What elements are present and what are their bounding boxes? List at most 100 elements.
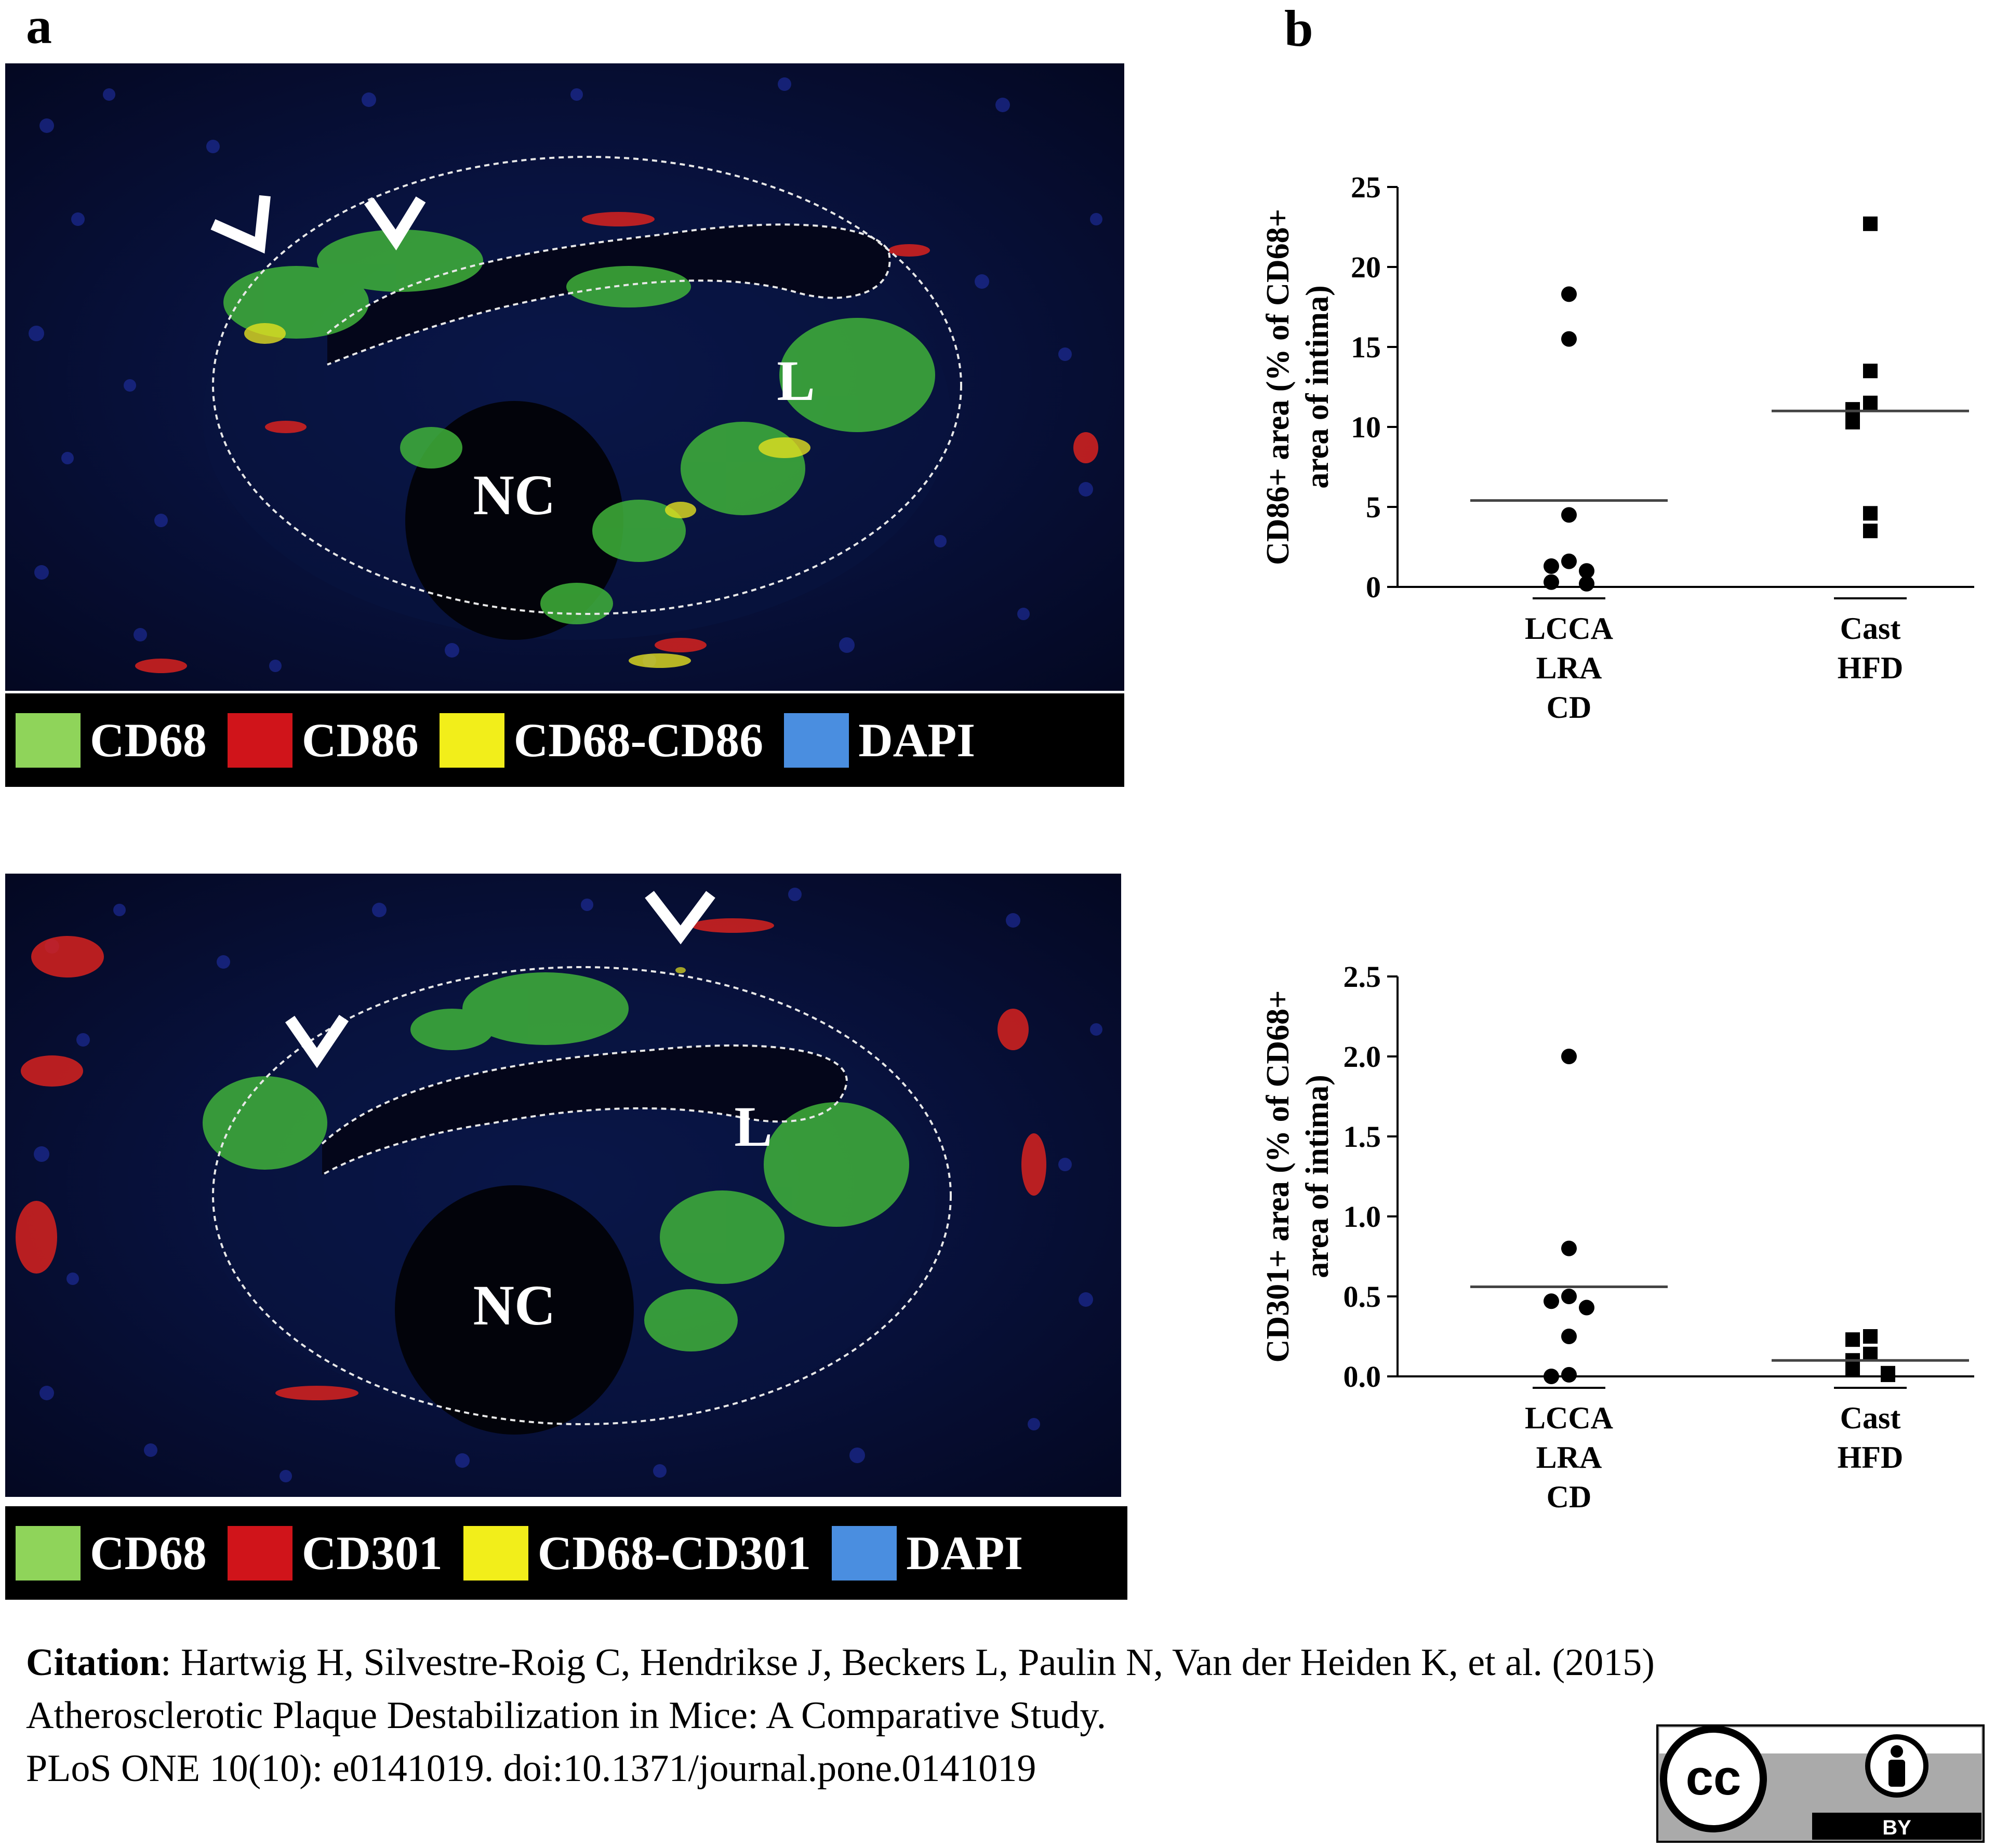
lumen-outline	[326, 223, 891, 366]
y-tick-label: 1.0	[1344, 1200, 1381, 1234]
citation-authors: : Hartwig H, Silvestre-Roig C, Hendrikse…	[161, 1641, 1655, 1684]
y-tick-label: 0	[1366, 570, 1381, 604]
citation-title: Atherosclerotic Plaque Destabilization i…	[26, 1694, 1107, 1737]
legend-swatch	[832, 1525, 897, 1581]
data-point	[1544, 1369, 1559, 1384]
data-point	[1863, 506, 1878, 521]
data-point	[1845, 1362, 1860, 1377]
citation: Citation: Hartwig H, Silvestre-Roig C, H…	[26, 1636, 1688, 1795]
y-tick-label: 5	[1366, 490, 1381, 524]
data-point	[1544, 558, 1559, 574]
y-tick-label: 10	[1351, 410, 1381, 444]
data-point	[1561, 286, 1577, 302]
legend-swatch	[439, 713, 504, 768]
dapi-nuclei-texture	[29, 77, 1102, 672]
legend-item: CD86	[227, 713, 419, 768]
data-point	[1845, 1332, 1860, 1347]
y-axis-label-line: CD301+ area (% of CD68+	[1260, 990, 1296, 1363]
y-axis-label-line: area of intima)	[1300, 1075, 1335, 1278]
legend-swatch	[16, 1525, 81, 1581]
legend-label: DAPI	[906, 1526, 1023, 1579]
legend-swatch	[784, 713, 849, 768]
cc-by-license-badge: cc BY	[1656, 1724, 1985, 1843]
data-point	[1863, 524, 1878, 539]
data-point	[1863, 395, 1878, 410]
data-point	[1845, 402, 1860, 417]
micrograph-legend: CD68 CD301 CD68-CD301 DAPI	[5, 1506, 1127, 1600]
citation-authors-line: Citation: Hartwig H, Silvestre-Roig C, H…	[26, 1636, 1688, 1689]
x-category-label: CD	[1547, 1480, 1592, 1514]
legend-swatch	[16, 713, 81, 768]
legend-label: CD68	[90, 714, 207, 767]
cc-text: cc	[1686, 1750, 1741, 1805]
y-axis-label: CD86+ area (% of CD68+ area of intima)	[1260, 209, 1335, 565]
arrowhead-marker	[285, 1014, 349, 1068]
x-category-label: HFD	[1838, 651, 1904, 685]
y-axis-label: CD301+ area (% of CD68+ area of intima)	[1260, 990, 1335, 1363]
data-point	[1863, 1329, 1878, 1344]
micrograph-legend: CD68 CD86 CD68-CD86 DAPI	[5, 693, 1124, 787]
lumen-label: L	[734, 1095, 772, 1158]
y-tick-label: 15	[1351, 330, 1381, 364]
x-category-label: LRA	[1536, 1440, 1602, 1475]
data-point	[1863, 216, 1878, 231]
legend-swatch	[227, 713, 292, 768]
x-category-label: HFD	[1838, 1440, 1904, 1475]
data-point	[1845, 414, 1860, 430]
panel-b-label: b	[1284, 0, 1313, 57]
legend-item: CD301	[227, 1525, 443, 1581]
x-category-label: CD	[1547, 690, 1592, 725]
legend-label: CD301	[301, 1526, 443, 1579]
data-point	[1881, 1367, 1895, 1382]
data-point	[1579, 1300, 1594, 1316]
legend-swatch	[463, 1525, 528, 1581]
data-point	[1561, 1049, 1577, 1064]
cd301-scatter-chart: 0.0 0.5 1.0 1.5 2.0 2.5 CD301+ area (% of CD68…	[1260, 960, 1974, 1514]
arrowhead-marker	[645, 891, 715, 945]
y-axis-label-line: area of intima)	[1300, 285, 1335, 488]
data-point	[1863, 364, 1878, 379]
cd68-cd301-colocalization	[675, 967, 686, 973]
cd86-staining	[135, 212, 1098, 673]
cc-icon	[1660, 1725, 1767, 1832]
x-category-label: LCCA	[1525, 611, 1613, 646]
cd68-staining	[203, 972, 909, 1351]
cd68-cd86-colocalization	[244, 323, 810, 668]
data-point	[1561, 1329, 1577, 1344]
legend-label: CD68	[90, 1526, 207, 1579]
data-point	[1544, 1293, 1559, 1309]
arrowhead-marker	[210, 195, 271, 254]
legend-label: CD68-CD86	[513, 714, 764, 767]
legend-label: CD68-CD301	[537, 1526, 812, 1579]
y-tick-label: 20	[1351, 250, 1381, 284]
micrograph-cd301: L NC	[5, 874, 1121, 1497]
legend-item: CD68	[16, 1525, 207, 1581]
cd301-staining	[16, 918, 1046, 1400]
data-point	[1561, 331, 1577, 347]
y-tick-label: 0.5	[1344, 1280, 1381, 1314]
data-point	[1561, 1289, 1577, 1304]
data-point	[1561, 1367, 1577, 1383]
legend-item: DAPI	[784, 713, 975, 768]
lumen-outline	[321, 1044, 848, 1176]
legend-item: CD68-CD86	[439, 713, 764, 768]
y-tick-label: 1.5	[1344, 1120, 1381, 1154]
by-text: BY	[1882, 1816, 1911, 1839]
x-category-label: LCCA	[1525, 1401, 1613, 1435]
legend-swatch	[227, 1525, 292, 1581]
x-category-label: Cast	[1840, 611, 1901, 646]
citation-journal: PLoS ONE 10(10): e0141019. doi:10.1371/j…	[26, 1747, 1036, 1790]
necrotic-core-label: NC	[473, 463, 556, 527]
micrograph-cd86: L NC	[5, 63, 1124, 691]
data-point	[1863, 1346, 1878, 1361]
y-axis-label-line: CD86+ area (% of CD68+	[1260, 209, 1296, 565]
y-tick-label: 0.0	[1344, 1360, 1381, 1394]
necrotic-core-label: NC	[473, 1274, 556, 1337]
x-category-label: LRA	[1536, 651, 1602, 685]
legend-item: DAPI	[832, 1525, 1023, 1581]
data-point	[1561, 553, 1577, 569]
cd86-scatter-chart: 0 5 10 15 20 25 CD86+ area (% of CD68+ area of …	[1260, 170, 1974, 725]
data-point	[1561, 507, 1577, 523]
y-tick-label: 2.5	[1344, 960, 1381, 994]
legend-item: CD68	[16, 713, 207, 768]
